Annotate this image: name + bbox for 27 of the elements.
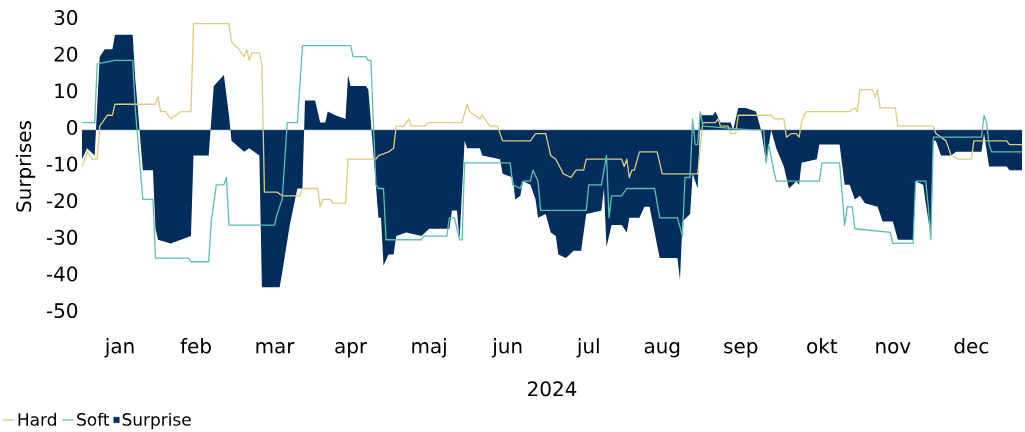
x-tick-label: aug (644, 342, 680, 358)
x-tick-label: sep (724, 342, 758, 358)
y-tick-label: -50 (46, 303, 78, 319)
y-tick-label: 0 (67, 119, 78, 135)
x-tick-label: maj (412, 338, 446, 358)
y-tick-label: 10 (55, 83, 78, 99)
y-tick-label: -40 (46, 266, 78, 282)
y-tick-label: -20 (46, 193, 78, 209)
x-tick-label: feb (180, 338, 211, 354)
legend-label: Soft (77, 412, 110, 426)
y-tick-label: -10 (46, 156, 78, 172)
x-tick-label: jan (104, 338, 134, 358)
x-tick-label: okt (807, 338, 838, 354)
x-tick-label: nov (876, 342, 911, 354)
x-tick-label: jul (576, 338, 599, 358)
y-tick-label: -30 (46, 229, 78, 245)
y-tick-label: 20 (54, 46, 78, 62)
legend-label: Surprise (122, 412, 191, 430)
y-axis-title: Surprises (15, 121, 36, 212)
x-tick-label: dec (954, 338, 989, 354)
y-tick-label: 30 (54, 10, 78, 26)
x-tick-label: jun (491, 338, 522, 358)
x-tick-label: apr (335, 342, 368, 358)
line-series (81, 23, 1023, 208)
legend-label: Hard (18, 412, 56, 426)
x-tick-label: mar (256, 342, 295, 354)
x-axis-title: 2024 (528, 381, 577, 397)
